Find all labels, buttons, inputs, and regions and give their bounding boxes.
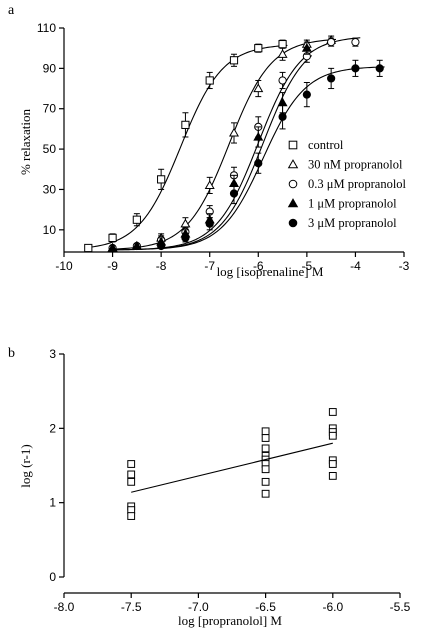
legend-marker-0-3-um-propranolol — [288, 179, 298, 189]
panel-b-x-tick-label: -7.0 — [188, 600, 209, 614]
panel-a-x-axis-title: log [isoprenaline] M — [217, 264, 324, 279]
panel-b-axes: -8.0 -7.5 -7.0 -6.5 -6.0 -5.5 0 1 2 3 — [49, 347, 410, 614]
data-point-1-um-propranolol — [131, 240, 142, 250]
panel-b-y-tick-label: 3 — [49, 347, 56, 361]
panel-a-y-tick-label: 50 — [43, 142, 57, 156]
panel-b-label: b — [8, 346, 15, 361]
panel-b-schild-plot: b -8.0 -7.5 -7.0 -6.5 -6.0 -5.5 0 1 2 3 log [prop… — [8, 346, 411, 628]
schild-data-point — [328, 408, 337, 416]
schild-data-point — [127, 470, 136, 479]
schild-data-point — [127, 477, 136, 486]
data-point-3-um-propranolol — [229, 189, 239, 198]
fit-curve-control — [85, 44, 288, 249]
data-point-1-um-propranolol — [107, 242, 118, 252]
panel-b-x-axis-title: log [propranolol] M — [178, 613, 282, 628]
fit-curve-3-um-propranolol — [158, 66, 385, 250]
panel-a-y-tick-label: 110 — [37, 21, 56, 35]
data-point-30-nm-propranolol — [253, 83, 264, 93]
panel-a-x-tick-label: -6 — [253, 259, 264, 273]
legend-label-control: control — [308, 138, 344, 152]
schild-data-point — [261, 444, 270, 453]
fit-curve-1-um-propranolol — [110, 55, 313, 251]
panel-b-y-axis-title: log (r-1) — [18, 444, 33, 487]
data-point-control — [84, 243, 93, 253]
data-point-control — [157, 175, 166, 184]
data-point-3-um-propranolol — [254, 159, 263, 168]
data-point-30-nm-propranolol — [204, 180, 215, 190]
panel-b-y-tick-label: 0 — [49, 570, 56, 584]
panel-a-axes: -10 -9 -8 -7 -6 -5 -4 -3 10 30 50 70 90 110 — [37, 21, 410, 273]
panel-a-x-tick-label: -3 — [399, 259, 410, 273]
panel-b-x-tick-label: -5.5 — [390, 600, 411, 614]
data-point-3-um-propranolol — [327, 74, 336, 83]
panel-b-data-points — [127, 408, 337, 520]
panel-a-y-tick-label: 30 — [43, 182, 57, 196]
schild-data-point — [127, 512, 136, 520]
data-point-0-3-um-propranolol — [327, 38, 336, 47]
panel-a-data-points — [84, 34, 384, 253]
legend-label-1-um-propranolol: 1 μM propranolol — [308, 197, 397, 211]
data-point-control — [229, 56, 239, 65]
legend-label-0-3-um-propranolol: 0.3 μM propranolol — [308, 177, 407, 191]
data-point-30-nm-propranolol — [180, 218, 191, 228]
schild-data-point — [261, 477, 270, 486]
panel-b-x-tick-label: -8.0 — [54, 600, 75, 614]
data-point-1-um-propranolol — [301, 43, 312, 52]
panel-a-label: a — [8, 3, 15, 18]
panel-b-regression-line — [131, 442, 333, 493]
panel-b-x-tick-label: -7.5 — [121, 600, 142, 614]
panel-a-y-tick-label: 90 — [43, 61, 57, 75]
legend-label-30-nm-propranolol: 30 nM propranolol — [308, 158, 403, 172]
data-point-3-um-propranolol — [278, 112, 287, 121]
data-point-control — [254, 44, 263, 53]
panel-b-x-tick-label: -6.5 — [255, 600, 276, 614]
panel-a-y-axis-title: % relaxation — [18, 108, 33, 175]
panel-a-x-tick-label: -4 — [350, 259, 361, 273]
legend-marker-30-nm-propranolol — [287, 159, 299, 169]
data-point-control — [132, 215, 141, 224]
panel-a-x-tick-label: -5 — [302, 259, 313, 273]
panel-a-y-tick-label: 70 — [43, 102, 57, 116]
legend-label-3-um-propranolol: 3 μM propranolol — [308, 216, 397, 230]
legend-marker-control — [288, 140, 298, 150]
panel-b-x-tick-label: -6.0 — [322, 600, 343, 614]
panel-b-y-tick-label: 1 — [49, 496, 56, 510]
data-point-30-nm-propranolol — [228, 127, 240, 137]
panel-a-y-tick-label: 10 — [43, 223, 57, 237]
schild-data-point — [261, 427, 270, 436]
panel-a-dose-response-chart: a -10 -9 -8 -7 -6 -5 -4 -3 10 30 50 70 90 110 log [is… — [8, 3, 410, 279]
panel-a-x-tick-label: -8 — [156, 259, 167, 273]
data-point-3-um-propranolol — [351, 64, 360, 73]
data-point-3-um-propranolol — [375, 64, 384, 73]
data-point-3-um-propranolol — [205, 219, 214, 228]
data-point-30-nm-propranolol — [277, 49, 288, 58]
legend-marker-3-um-propranolol — [288, 218, 298, 228]
schild-data-point — [328, 472, 337, 480]
panel-a-fit-curves — [85, 37, 385, 251]
schild-data-point — [261, 489, 270, 498]
panel-a-x-tick-label: -7 — [204, 259, 215, 273]
data-point-control — [278, 40, 287, 49]
data-point-control — [205, 76, 214, 85]
panel-b-y-tick-label: 2 — [49, 421, 56, 435]
schild-data-point — [261, 434, 270, 442]
panel-a-legend: control 30 nM propranolol 0.3 μM propranol… — [287, 138, 407, 230]
data-point-control — [181, 120, 190, 129]
panel-a-x-tick-label: -10 — [55, 259, 73, 273]
schild-data-point — [261, 465, 270, 474]
data-point-control — [108, 233, 117, 242]
legend-marker-1-um-propranolol — [287, 198, 299, 208]
data-point-3-um-propranolol — [157, 241, 166, 251]
data-point-0-3-um-propranolol — [278, 76, 287, 85]
data-point-3-um-propranolol — [181, 233, 190, 242]
panel-a-x-tick-label: -9 — [107, 259, 118, 273]
schild-data-point — [127, 460, 136, 468]
schild-data-point — [328, 460, 337, 468]
schild-data-point — [328, 431, 337, 440]
data-point-3-um-propranolol — [302, 90, 311, 99]
data-point-1-um-propranolol — [253, 131, 264, 141]
fit-curve-30-nm-propranolol — [110, 38, 337, 250]
data-point-0-3-um-propranolol — [351, 38, 360, 47]
